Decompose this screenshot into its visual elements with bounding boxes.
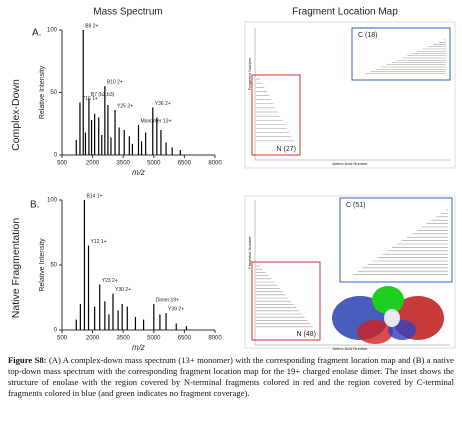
n-box: [251, 74, 301, 156]
map-x-label: Amino Acid Number: [332, 346, 368, 351]
y-axis-label: Relative Intensity: [39, 238, 46, 292]
y-tick-label: 50: [50, 263, 57, 269]
peak-label: Y30 2+: [115, 287, 131, 293]
caption: Figure S8: (A) A complex-down mass spect…: [8, 355, 454, 399]
peak-label: Y25 2+: [117, 103, 133, 109]
x-tick-label: 2000: [86, 161, 100, 167]
x-tick-label: 500: [57, 336, 68, 342]
header: Mass Spectrum: [93, 7, 162, 18]
y-axis-label: Relative Intensity: [39, 65, 46, 119]
figure: Mass Spectrum Fragment Location Map A. B…: [10, 7, 456, 352]
x-tick-label: 5000: [147, 336, 161, 342]
c-label: C (18): [358, 32, 377, 39]
x-tick-label: 2000: [86, 336, 100, 342]
n-label: N (48): [297, 331, 316, 338]
map-y-label: Fragment Number: [247, 57, 252, 90]
x-axis-label: m/z: [132, 343, 145, 352]
map-frame: [244, 21, 456, 169]
caption-label: Figure S8:: [8, 355, 47, 365]
header: Fragment Location Map: [292, 7, 398, 18]
peak-label: B10 2+: [107, 80, 123, 86]
x-tick-label: 6500: [178, 161, 192, 167]
x-tick-label: 3500: [117, 336, 131, 342]
c-box: [339, 197, 453, 283]
peak-label: Y36 2+: [155, 101, 171, 107]
x-tick-label: 5000: [147, 161, 161, 167]
protein-inset: [332, 286, 444, 344]
peak-label: Y39 2+: [168, 306, 184, 312]
n-label: N (27): [277, 146, 296, 153]
y-tick-label: 100: [47, 28, 58, 34]
side-label: Complex-Down: [10, 79, 22, 151]
x-axis-label: m/z: [132, 168, 145, 177]
y-tick-label: 100: [47, 198, 58, 204]
y-tick-label: 50: [50, 90, 57, 96]
x-tick-label: 3500: [117, 161, 131, 167]
peak-label: B9 2+: [85, 23, 98, 29]
peak-label: B14 1+: [86, 193, 102, 199]
peak-label: Y12 1+: [91, 239, 107, 245]
x-tick-label: 6500: [178, 336, 192, 342]
map-x-label: Amino Acid Number: [332, 161, 368, 166]
n-box: [251, 261, 321, 341]
peak-label: Y23 2+: [102, 278, 118, 284]
c-box: [351, 27, 451, 81]
x-tick-label: 8000: [208, 336, 222, 342]
panel-letter: B.: [30, 200, 39, 211]
side-label: Native Fragmentation: [10, 218, 22, 319]
caption-text: (A) A complex-down mass spectrum (13+ mo…: [8, 355, 454, 398]
x-tick-label: 8000: [208, 161, 222, 167]
peak-label: Y16 1+: [82, 96, 98, 102]
y-tick-label: 0: [54, 328, 58, 334]
peak-label: Dimer 19+: [156, 297, 179, 303]
y-tick-label: 0: [54, 153, 58, 159]
map-y-label: Fragment Number: [247, 236, 252, 269]
peak-label: B7 (b2,b3): [91, 92, 115, 98]
x-tick-label: 500: [57, 161, 68, 167]
peak-label: Monomer 13+: [141, 118, 172, 124]
panel-letter: A.: [32, 28, 41, 39]
c-label: C (51): [346, 202, 365, 209]
